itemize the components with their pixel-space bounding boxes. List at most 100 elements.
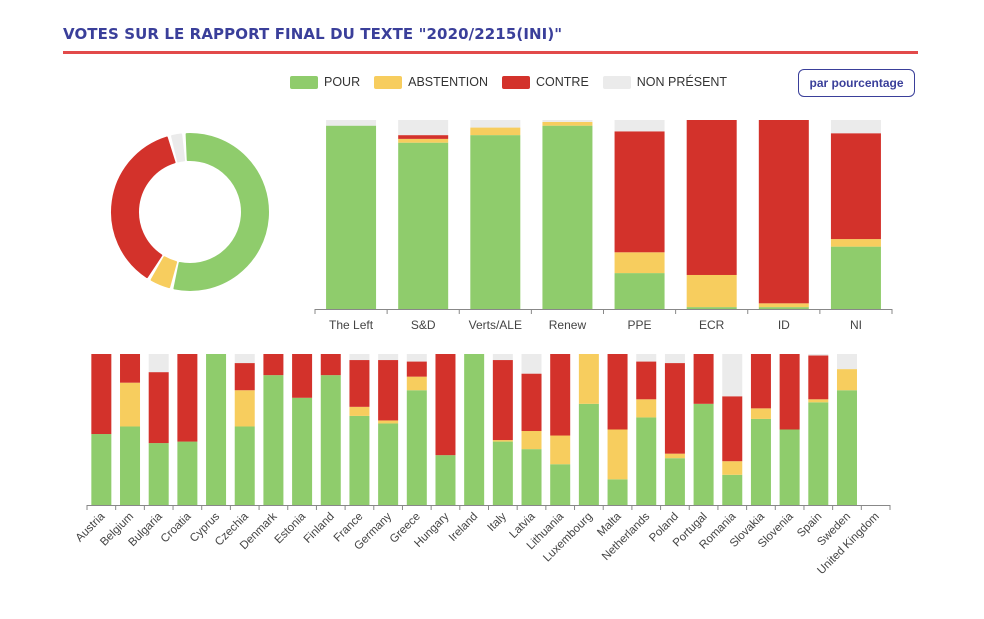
group-bar-id-contre xyxy=(758,120,809,304)
legend-item-abstention[interactable]: ABSTENTION xyxy=(374,75,488,89)
country-bar-spain-pour xyxy=(808,402,829,505)
country-bar-latvia-non-pr-sent xyxy=(521,354,542,374)
country-bar-france-non-pr-sent xyxy=(349,354,370,361)
country-x-label: Croatia xyxy=(159,510,194,545)
country-bar-czechia-non-pr-sent xyxy=(234,354,255,364)
country-bar-greece-abstention xyxy=(406,376,427,391)
country-bar-latvia-pour xyxy=(521,449,542,505)
group-x-label: NI xyxy=(850,318,862,332)
group-x-label: ECR xyxy=(699,318,725,332)
chart-legend: POUR ABSTENTION CONTRE NON PRÉSENT xyxy=(290,74,741,90)
group-bar-verts-ale-abstention xyxy=(470,127,521,136)
country-bar-italy-abstention xyxy=(492,440,513,442)
group-bar-ppe-pour xyxy=(614,273,665,309)
group-bar-verts-ale-non-pr-sent xyxy=(470,120,521,128)
country-bar-netherlands-pour xyxy=(636,417,657,505)
legend-item-pour[interactable]: POUR xyxy=(290,75,360,89)
group-bar-ni-contre xyxy=(830,133,881,240)
country-bar-belgium-pour xyxy=(120,426,141,505)
legend-label-pour: POUR xyxy=(324,75,361,89)
country-x-label: Ireland xyxy=(447,511,480,544)
donut-slice-non-pr-sent xyxy=(171,133,186,163)
legend-swatch-abstention xyxy=(374,75,403,89)
country-bar-hungary-pour xyxy=(435,455,456,505)
country-bar-netherlands-non-pr-sent xyxy=(636,354,657,362)
country-bar-poland-pour xyxy=(664,458,685,505)
group-x-label: Verts/ALE xyxy=(469,318,522,332)
country-bar-malta-contre xyxy=(607,354,628,430)
country-bar-sweden-non-pr-sent xyxy=(836,354,857,370)
legend-label-abstention: ABSTENTION xyxy=(408,75,488,89)
group-bar-renew-pour xyxy=(542,125,593,309)
legend-item-absent[interactable]: NON PRÉSENT xyxy=(602,75,727,89)
donut-slice-pour xyxy=(173,133,269,291)
country-bar-greece-non-pr-sent xyxy=(406,354,427,362)
group-x-label: The Left xyxy=(329,318,374,332)
group-bar-the-left-pour xyxy=(326,125,377,309)
group-bar-id-pour xyxy=(758,307,809,309)
country-bar-portugal-contre xyxy=(693,354,714,404)
country-bar-poland-abstention xyxy=(664,453,685,459)
country-bar-cyprus-pour xyxy=(206,354,227,505)
country-bar-france-contre xyxy=(349,360,370,407)
country-bar-estonia-contre xyxy=(292,354,313,398)
country-bar-malta-pour xyxy=(607,479,628,505)
group-bar-s-d-abstention xyxy=(398,138,449,143)
group-bar-s-d-contre xyxy=(398,135,449,139)
group-bar-ni-pour xyxy=(830,246,881,309)
percentage-toggle-button[interactable]: par pourcentage xyxy=(798,69,915,97)
group-bar-ecr-contre xyxy=(686,120,737,275)
group-bar-ni-abstention xyxy=(830,239,881,247)
group-bar-renew-abstention xyxy=(542,121,593,126)
country-bar-luxembourg-pour xyxy=(578,403,599,505)
country-bar-greece-contre xyxy=(406,361,427,377)
country-bar-italy-non-pr-sent xyxy=(492,354,513,361)
group-bar-the-left-non-pr-sent xyxy=(326,120,377,126)
country-bar-romania-non-pr-sent xyxy=(722,354,743,397)
group-bar-id-abstention xyxy=(758,303,809,308)
group-x-label: Renew xyxy=(549,318,587,332)
group-bar-renew-non-pr-sent xyxy=(542,120,593,122)
country-bar-bulgaria-contre xyxy=(148,372,169,444)
country-bar-bulgaria-non-pr-sent xyxy=(148,354,169,373)
country-bar-denmark-contre xyxy=(263,354,284,376)
legend-item-contre[interactable]: CONTRE xyxy=(502,75,589,89)
group-x-label: S&D xyxy=(411,318,436,332)
country-bar-slovakia-pour xyxy=(750,418,771,505)
country-bar-austria-contre xyxy=(91,354,112,435)
group-bar-s-d-non-pr-sent xyxy=(398,120,449,136)
country-bar-lithuania-pour xyxy=(550,464,571,505)
legend-swatch-pour xyxy=(290,75,318,89)
country-bar-hungary-contre xyxy=(435,354,456,456)
country-bar-portugal-pour xyxy=(693,403,714,505)
country-bar-romania-contre xyxy=(722,396,743,462)
country-bar-germany-non-pr-sent xyxy=(378,354,399,361)
country-x-label: Italy xyxy=(486,510,510,534)
country-bar-czechia-pour xyxy=(234,426,255,505)
country-bar-spain-contre xyxy=(808,355,829,400)
country-bar-latvia-abstention xyxy=(521,431,542,450)
country-bar-germany-contre xyxy=(378,360,399,421)
country-bar-ireland-pour xyxy=(464,354,485,505)
legend-label-contre: CONTRE xyxy=(536,75,589,89)
country-bar-czechia-contre xyxy=(234,363,255,391)
country-bar-croatia-contre xyxy=(177,354,198,442)
country-bar-lithuania-abstention xyxy=(550,435,571,465)
group-bar-ni-non-pr-sent xyxy=(830,120,881,134)
country-bar-slovenia-pour xyxy=(779,429,800,505)
country-x-label: Finland xyxy=(302,511,337,546)
country-bar-france-pour xyxy=(349,415,370,505)
country-bar-bulgaria-pour xyxy=(148,443,169,505)
country-bar-finland-pour xyxy=(320,375,341,505)
country-bar-slovakia-abstention xyxy=(750,408,771,419)
country-bar-france-abstention xyxy=(349,406,370,416)
group-bar-verts-ale-pour xyxy=(470,135,521,309)
group-x-label: ID xyxy=(778,318,790,332)
legend-swatch-contre xyxy=(502,75,530,89)
group-bar-ecr-pour xyxy=(686,307,737,309)
country-bar-germany-abstention xyxy=(378,420,399,424)
country-bar-spain-non-pr-sent xyxy=(808,354,829,356)
group-bar-ppe-contre xyxy=(614,131,665,253)
country-x-label: Estonia xyxy=(273,510,309,546)
